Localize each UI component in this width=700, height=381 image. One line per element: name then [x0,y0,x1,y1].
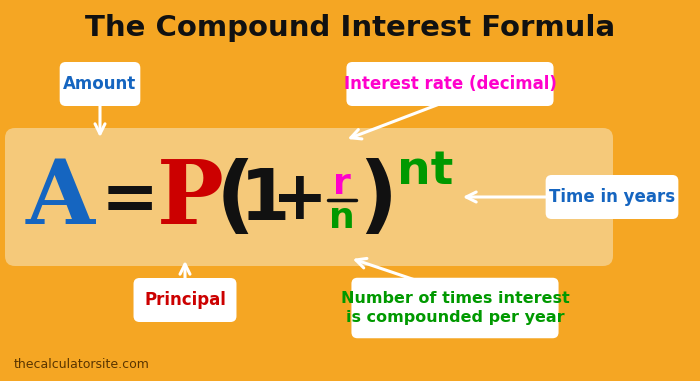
Text: +: + [272,167,328,233]
Text: Number of times interest
is compounded per year: Number of times interest is compounded p… [341,291,569,325]
Text: nt: nt [397,149,453,194]
Text: Amount: Amount [64,75,136,93]
FancyBboxPatch shape [346,62,554,106]
Text: =: = [101,166,159,234]
Text: Time in years: Time in years [549,188,675,206]
Text: r: r [333,167,351,201]
FancyBboxPatch shape [545,175,678,219]
Text: Interest rate (decimal): Interest rate (decimal) [344,75,556,93]
Text: (: ( [216,158,255,242]
FancyBboxPatch shape [351,278,559,338]
Text: ): ) [358,158,398,242]
Text: A: A [25,157,94,243]
FancyBboxPatch shape [60,62,140,106]
FancyBboxPatch shape [134,278,237,322]
Text: 1: 1 [240,165,290,234]
Text: thecalculatorsite.com: thecalculatorsite.com [14,359,150,371]
Text: Principal: Principal [144,291,226,309]
Text: P: P [157,157,223,243]
FancyBboxPatch shape [5,128,613,266]
Text: n: n [329,201,355,235]
Text: The Compound Interest Formula: The Compound Interest Formula [85,14,615,42]
